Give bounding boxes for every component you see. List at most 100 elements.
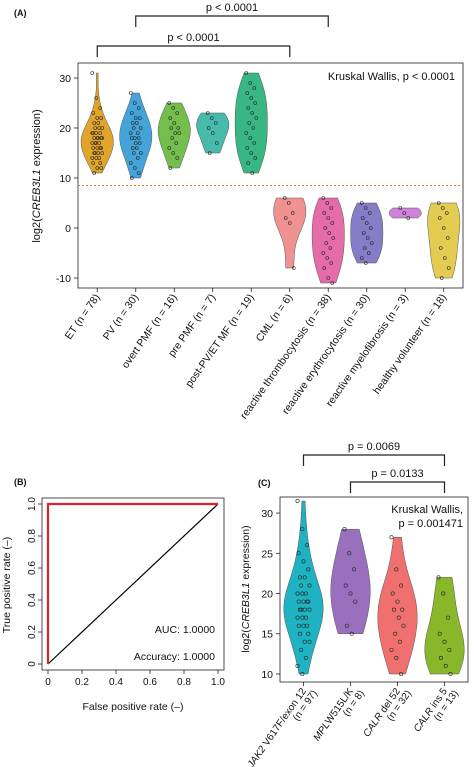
panel-a-point	[94, 156, 99, 160]
panel-c-y-tick-label: 15	[261, 629, 273, 641]
panel-a-point	[362, 246, 367, 250]
panel-a-point	[245, 146, 250, 150]
panel-c-frame	[279, 496, 469, 683]
panel-a-violin	[311, 197, 345, 284]
panel-c-point	[300, 527, 305, 532]
panel-a-x-tick-label: healthy volunteer (n = 18)	[371, 292, 449, 397]
panel-a-point	[91, 146, 96, 150]
panel-a-violin-group	[350, 201, 384, 265]
panel-c-y-tick-label: 30	[261, 508, 273, 520]
panel-a-point	[134, 121, 139, 125]
panel-a-violin-group	[311, 196, 345, 285]
panel-c-point	[390, 591, 395, 596]
panel-c-point	[301, 623, 306, 628]
panel-a-point	[100, 151, 105, 155]
panel-a-point	[175, 156, 180, 160]
panel-c-kruskal-line2: p = 0.001471	[398, 518, 463, 530]
panel-a-point	[96, 136, 101, 140]
panel-c-violin-group	[424, 575, 465, 676]
panel-a-point	[177, 131, 182, 135]
panel-c-significance-bracket	[349, 481, 446, 493]
panel-a-violin-group	[157, 101, 191, 170]
panel-c-point	[391, 607, 396, 612]
panel-a-point	[253, 156, 258, 160]
panel-a-point	[436, 201, 441, 205]
panel-a-x-tick-label: CML (n = 6)	[254, 292, 296, 344]
panel-a-x-tick-label: ET (n = 78)	[63, 292, 103, 342]
panel-c-ylabel-suffix: expression)	[240, 525, 252, 582]
panel-a-point	[128, 161, 133, 165]
panel-c-point	[302, 575, 307, 580]
panel-c-point	[296, 599, 301, 604]
panel-c-bracket-p-value: p = 0.0133	[371, 468, 423, 480]
panel-a-point	[175, 111, 180, 115]
panel-b-x-tick-label: 1.0	[211, 677, 225, 688]
panel-a-point	[93, 151, 98, 155]
panel-c-point	[348, 591, 353, 596]
panel-a-point	[441, 226, 446, 230]
panel-a-point	[205, 111, 210, 115]
panel-c-bracket-p-value: p = 0.0069	[348, 441, 400, 453]
panel-a-significance-bracket	[135, 15, 329, 27]
panel-c-y-axis-label: log2(CREB3L1 expression)	[240, 525, 252, 652]
panel-a-label: (A)	[14, 8, 27, 18]
panel-a-violin	[157, 102, 191, 169]
panel-a-violin-group	[273, 196, 307, 270]
panel-a-point	[94, 96, 99, 100]
panel-a-violins	[80, 71, 461, 285]
panel-a-point	[330, 221, 335, 225]
panel-a-point	[92, 136, 97, 140]
panel-a-y-axis-label: log2(CREB3L1 expression)	[31, 109, 43, 242]
panel-a-point	[173, 131, 178, 135]
panel-a-point	[326, 216, 331, 220]
panel-c-point	[347, 551, 352, 556]
panel-c-point	[442, 639, 447, 644]
panel-a-point	[366, 251, 371, 255]
panel-a-y-tick-label: 20	[59, 123, 71, 135]
panel-a-point	[323, 226, 328, 230]
panel-c-point	[443, 663, 448, 668]
panel-a-point	[368, 226, 373, 230]
panel-a-point	[207, 151, 212, 155]
panel-a-point	[133, 141, 138, 145]
panel-a-point	[129, 136, 134, 140]
panel-b-y-tick-label: 1.0	[27, 497, 38, 511]
panel-c-point	[296, 551, 301, 556]
panel-a-point	[93, 126, 98, 130]
panel-c-point	[389, 535, 394, 540]
panel-c-point	[441, 591, 446, 596]
panel-a-point	[252, 86, 257, 90]
panel-a-point	[253, 101, 258, 105]
panel-a-point	[167, 101, 172, 105]
panel-a-point	[91, 161, 96, 165]
panel-b-y-axis-label: True positive rate (–)	[1, 537, 13, 633]
panel-c-violin	[330, 528, 371, 634]
panel-a-point	[329, 261, 334, 265]
panel-c-y-tick-label: 25	[261, 548, 273, 560]
panel-a-point	[174, 141, 179, 145]
panel-c-point	[343, 583, 348, 588]
panel-b-y-tick-label: 0.4	[27, 593, 38, 607]
panel-a-point	[91, 111, 96, 115]
panel-a-point	[176, 126, 181, 130]
panel-c-ylabel-gene: CREB3L1	[240, 583, 252, 630]
panel-c-violin	[424, 577, 465, 675]
panel-a-point	[206, 126, 211, 130]
panel-a-y-tick-label: 30	[59, 73, 71, 85]
panel-a-point	[249, 96, 254, 100]
panel-a-point	[438, 246, 443, 250]
panel-b-x-tick-label: 0.6	[143, 677, 157, 688]
panel-c-point	[299, 647, 304, 652]
panel-c-y-tick-label: 10	[261, 669, 273, 681]
panel-a-point	[169, 126, 174, 130]
panel-a-point	[209, 116, 214, 120]
panel-a-point	[444, 211, 449, 215]
panel-c-point	[295, 499, 300, 504]
panel-c-point	[296, 623, 301, 628]
panel-a-y-ticks: -10 0 10 20 30	[56, 73, 78, 285]
panel-a-point	[361, 231, 366, 235]
panel-a-point	[92, 151, 97, 155]
panel-c: (C) 10 15 20 25 30 p = 0.0069 p = 0.0133 Krus…	[240, 441, 469, 767]
panel-a-ylabel-gene: CREB3L1	[31, 169, 43, 218]
panel-a-point	[330, 281, 335, 285]
